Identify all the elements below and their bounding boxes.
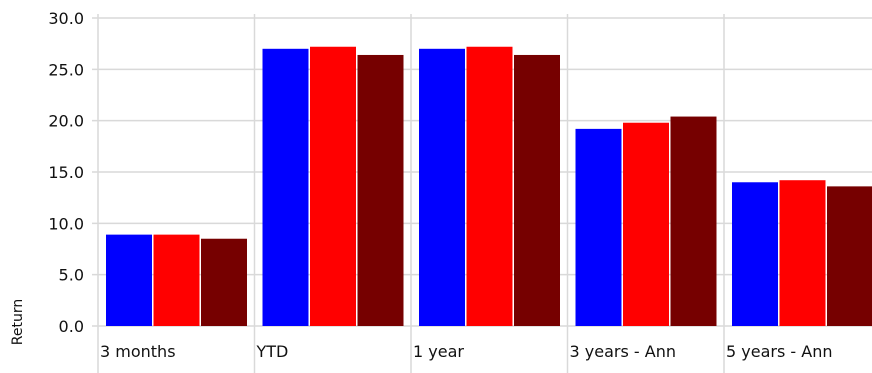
bar-series-2-4 bbox=[779, 180, 826, 326]
bar-series-2-0 bbox=[153, 234, 200, 326]
x-tick-label: 5 years - Ann bbox=[726, 342, 832, 361]
bar-series-3-2 bbox=[514, 54, 560, 327]
bar-series-1-4 bbox=[732, 182, 778, 326]
y-tick-label: 0.0 bbox=[59, 317, 84, 336]
bar-series-2-1 bbox=[310, 46, 356, 326]
bar-series-1-1 bbox=[262, 48, 309, 327]
bar-series-3-4 bbox=[827, 186, 872, 326]
y-tick-label: 30.0 bbox=[48, 9, 84, 28]
x-tick-label: YTD bbox=[256, 342, 289, 361]
y-tick-label: 5.0 bbox=[59, 266, 84, 285]
bar-series-1-3 bbox=[575, 128, 622, 326]
x-tick-label: 3 years - Ann bbox=[570, 342, 676, 361]
bar-series-1-2 bbox=[419, 48, 465, 327]
bar-series bbox=[106, 46, 872, 327]
x-tick-label: 3 months bbox=[100, 342, 176, 361]
y-tick-label: 25.0 bbox=[48, 60, 84, 79]
x-tick-label: 1 year bbox=[413, 342, 464, 361]
y-tick-label: 20.0 bbox=[48, 112, 84, 131]
bar-series-2-3 bbox=[623, 122, 669, 326]
bar-series-3-0 bbox=[201, 238, 247, 326]
bar-series-1-0 bbox=[106, 234, 152, 326]
bar-series-3-1 bbox=[357, 54, 404, 327]
y-axis-title: Return bbox=[10, 299, 26, 345]
bar-series-2-2 bbox=[466, 46, 513, 326]
y-tick-label: 15.0 bbox=[48, 163, 84, 182]
tick-labels: 0.0 5.0 10.0 15.0 20.0 25.0 30.0 3 months YTD 1 y… bbox=[48, 9, 832, 361]
y-tick-label: 10.0 bbox=[48, 214, 84, 233]
bar-series-3-3 bbox=[670, 116, 717, 326]
